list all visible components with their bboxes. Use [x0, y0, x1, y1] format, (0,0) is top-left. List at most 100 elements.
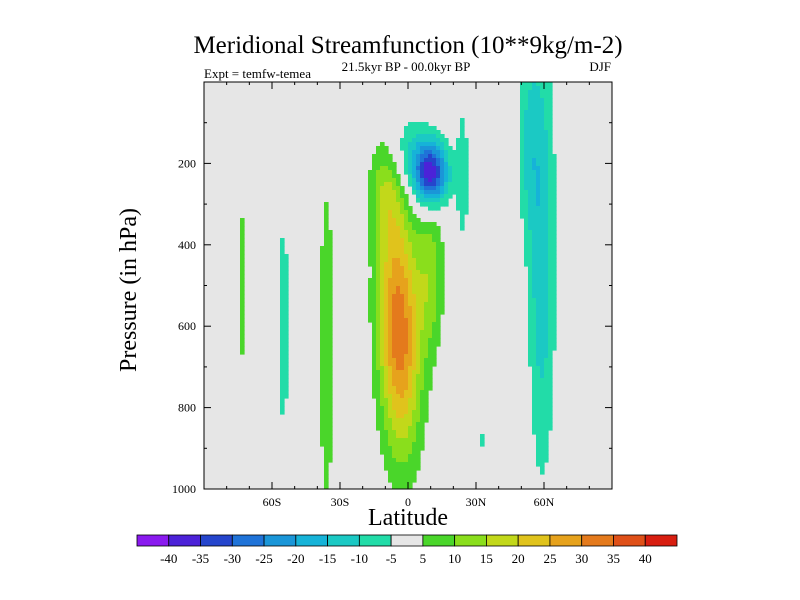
- contour-cell: [400, 198, 405, 203]
- contour-cell: [412, 370, 417, 375]
- contour-cell: [384, 378, 389, 383]
- contour-cell: [536, 338, 541, 343]
- contour-cell: [532, 346, 537, 351]
- contour-cell: [460, 162, 465, 167]
- contour-cell: [384, 330, 389, 335]
- contour-cell: [428, 278, 433, 283]
- contour-cell: [544, 446, 549, 451]
- contour-cell: [384, 250, 389, 255]
- contour-cell: [320, 314, 325, 319]
- contour-cell: [368, 250, 373, 255]
- contour-cell: [392, 218, 397, 223]
- contour-cell: [412, 398, 417, 403]
- contour-cell: [384, 258, 389, 263]
- contour-cell: [416, 126, 421, 131]
- contour-cell: [416, 370, 421, 375]
- contour-cell: [544, 314, 549, 319]
- contour-cell: [372, 182, 377, 187]
- contour-cell: [464, 154, 469, 159]
- contour-cell: [452, 158, 457, 163]
- contour-cell: [408, 178, 413, 183]
- contour-cell: [456, 154, 461, 159]
- contour-cell: [416, 270, 421, 275]
- contour-cell: [384, 294, 389, 299]
- contour-cell: [384, 426, 389, 431]
- contour-cell: [412, 414, 417, 419]
- contour-cell: [460, 178, 465, 183]
- contour-cell: [384, 234, 389, 239]
- contour-cell: [384, 422, 389, 427]
- contour-cell: [548, 206, 553, 211]
- contour-cell: [432, 334, 437, 339]
- contour-cell: [388, 178, 393, 183]
- contour-cell: [324, 358, 329, 363]
- contour-cell: [532, 234, 537, 239]
- contour-cell: [372, 306, 377, 311]
- contour-cell: [408, 350, 413, 355]
- contour-cell: [520, 194, 525, 199]
- contour-cell: [396, 462, 401, 467]
- contour-cell: [436, 286, 441, 291]
- contour-cell: [284, 302, 289, 307]
- contour-cell: [388, 346, 393, 351]
- contour-cell: [412, 410, 417, 415]
- contour-cell: [408, 214, 413, 219]
- contour-cell: [528, 174, 533, 179]
- contour-cell: [380, 422, 385, 427]
- contour-cell: [420, 202, 425, 207]
- contour-cell: [400, 290, 405, 295]
- contour-cell: [536, 302, 541, 307]
- contour-cell: [328, 306, 333, 311]
- contour-cell: [328, 406, 333, 411]
- contour-cell: [544, 290, 549, 295]
- contour-cell: [388, 334, 393, 339]
- contour-cell: [436, 130, 441, 135]
- contour-cell: [424, 354, 429, 359]
- contour-cell: [396, 410, 401, 415]
- contour-cell: [408, 290, 413, 295]
- contour-cell: [456, 206, 461, 211]
- contour-cell: [540, 326, 545, 331]
- contour-cell: [388, 366, 393, 371]
- contour-cell: [524, 230, 529, 235]
- contour-cell: [320, 250, 325, 255]
- contour-cell: [376, 274, 381, 279]
- contour-cell: [540, 470, 545, 475]
- contour-cell: [380, 206, 385, 211]
- contour-cell: [460, 174, 465, 179]
- contour-cell: [524, 206, 529, 211]
- contour-cell: [548, 226, 553, 231]
- contour-cell: [408, 250, 413, 255]
- contour-cell: [540, 422, 545, 427]
- contour-cell: [320, 318, 325, 323]
- contour-cell: [384, 266, 389, 271]
- contour-cell: [412, 162, 417, 167]
- contour-cell: [412, 234, 417, 239]
- contour-cell: [436, 134, 441, 139]
- contour-cell: [372, 282, 377, 287]
- contour-cell: [540, 262, 545, 267]
- contour-cell: [528, 202, 533, 207]
- contour-cell: [328, 334, 333, 339]
- contour-cell: [408, 342, 413, 347]
- contour-cell: [524, 222, 529, 227]
- contour-cell: [432, 278, 437, 283]
- contour-cell: [428, 250, 433, 255]
- contour-cell: [532, 222, 537, 227]
- contour-cell: [396, 234, 401, 239]
- contour-cell: [284, 374, 289, 379]
- contour-cell: [424, 298, 429, 303]
- contour-cell: [448, 190, 453, 195]
- x-tick-label: 60N: [534, 495, 555, 509]
- contour-cell: [520, 162, 525, 167]
- contour-cell: [392, 358, 397, 363]
- contour-cell: [324, 422, 329, 427]
- contour-cell: [380, 394, 385, 399]
- contour-cell: [392, 462, 397, 467]
- contour-cell: [392, 214, 397, 219]
- contour-cell: [420, 170, 425, 175]
- contour-cell: [532, 398, 537, 403]
- contour-cell: [392, 326, 397, 331]
- contour-cell: [372, 342, 377, 347]
- contour-cell: [328, 374, 333, 379]
